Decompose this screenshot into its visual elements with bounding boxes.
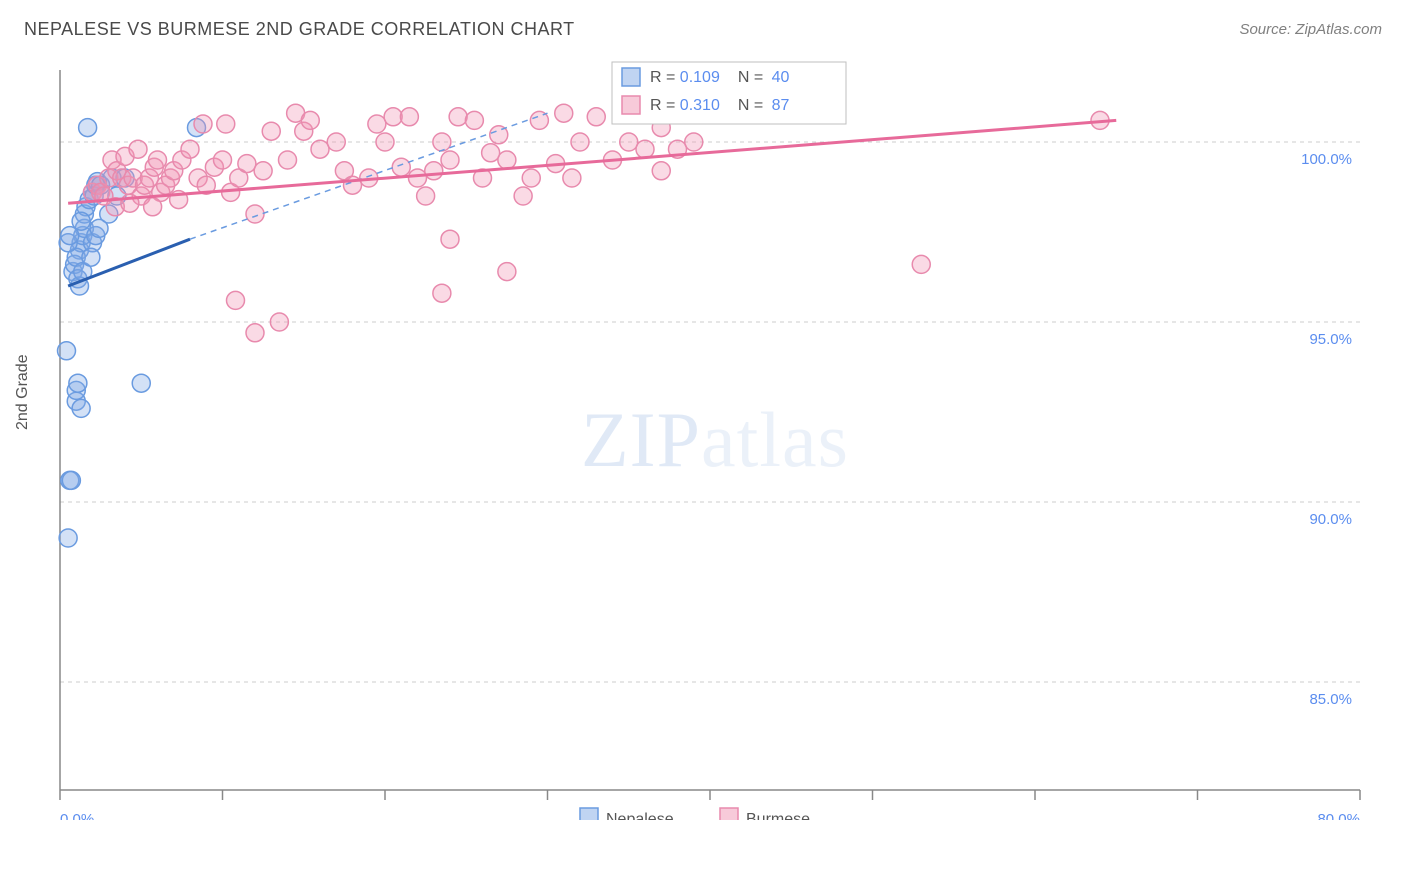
scatter-point xyxy=(214,151,232,169)
chart-container: ZIPatlas 85.0%90.0%95.0%100.0%0.0%80.0%R… xyxy=(50,60,1380,820)
bottom-legend-swatch xyxy=(580,808,598,820)
legend-swatch xyxy=(622,68,640,86)
scatter-point xyxy=(522,169,540,187)
y-axis-label: 2nd Grade xyxy=(14,354,32,430)
scatter-point xyxy=(79,119,97,137)
scatter-point xyxy=(194,115,212,133)
x-tick-label: 0.0% xyxy=(60,811,94,820)
y-tick-label: 95.0% xyxy=(1309,331,1352,348)
scatter-point xyxy=(254,162,272,180)
scatter-point xyxy=(417,187,435,205)
scatter-point xyxy=(279,151,297,169)
bottom-legend-label: Nepalese xyxy=(606,811,674,820)
scatter-point xyxy=(409,169,427,187)
scatter-point xyxy=(72,399,90,417)
scatter-point xyxy=(384,108,402,126)
scatter-point xyxy=(61,227,79,245)
scatter-point xyxy=(563,169,581,187)
x-tick-label: 80.0% xyxy=(1317,811,1360,820)
bottom-legend-label: Burmese xyxy=(746,811,810,820)
scatter-point xyxy=(498,263,516,281)
scatter-point xyxy=(685,133,703,151)
scatter-point xyxy=(58,342,76,360)
scatter-point xyxy=(433,284,451,302)
scatter-point xyxy=(59,529,77,547)
scatter-point xyxy=(571,133,589,151)
scatter-point xyxy=(449,108,467,126)
y-tick-label: 85.0% xyxy=(1309,691,1352,708)
scatter-point xyxy=(62,471,80,489)
scatter-chart: 85.0%90.0%95.0%100.0%0.0%80.0%R = 0.109N… xyxy=(50,60,1380,820)
scatter-point xyxy=(238,155,256,173)
scatter-point xyxy=(482,144,500,162)
scatter-point xyxy=(217,115,235,133)
scatter-point xyxy=(441,151,459,169)
scatter-point xyxy=(587,108,605,126)
bottom-legend-swatch xyxy=(720,808,738,820)
source-label: Source: ZipAtlas.com xyxy=(1239,21,1382,38)
scatter-point xyxy=(376,133,394,151)
scatter-point xyxy=(82,248,100,266)
chart-title: NEPALESE VS BURMESE 2ND GRADE CORRELATIO… xyxy=(24,19,575,40)
y-tick-label: 90.0% xyxy=(1309,511,1352,528)
scatter-point xyxy=(433,133,451,151)
scatter-point xyxy=(246,324,264,342)
scatter-point xyxy=(129,140,147,158)
scatter-point xyxy=(498,151,516,169)
scatter-point xyxy=(227,291,245,309)
scatter-point xyxy=(441,230,459,248)
scatter-point xyxy=(132,374,150,392)
legend-box xyxy=(612,62,846,124)
scatter-point xyxy=(620,133,638,151)
scatter-point xyxy=(392,158,410,176)
scatter-point xyxy=(368,115,386,133)
scatter-point xyxy=(465,111,483,129)
legend-swatch xyxy=(622,96,640,114)
scatter-point xyxy=(262,122,280,140)
scatter-point xyxy=(69,374,87,392)
scatter-point xyxy=(400,108,418,126)
scatter-point xyxy=(149,151,167,169)
scatter-point xyxy=(425,162,443,180)
scatter-point xyxy=(652,162,670,180)
scatter-point xyxy=(514,187,532,205)
scatter-point xyxy=(311,140,329,158)
scatter-point xyxy=(327,133,345,151)
scatter-point xyxy=(246,205,264,223)
scatter-point xyxy=(181,140,199,158)
scatter-point xyxy=(270,313,288,331)
scatter-point xyxy=(301,111,319,129)
scatter-point xyxy=(555,104,573,122)
scatter-point xyxy=(144,198,162,216)
scatter-point xyxy=(636,140,654,158)
y-tick-label: 100.0% xyxy=(1301,151,1352,168)
scatter-point xyxy=(912,255,930,273)
